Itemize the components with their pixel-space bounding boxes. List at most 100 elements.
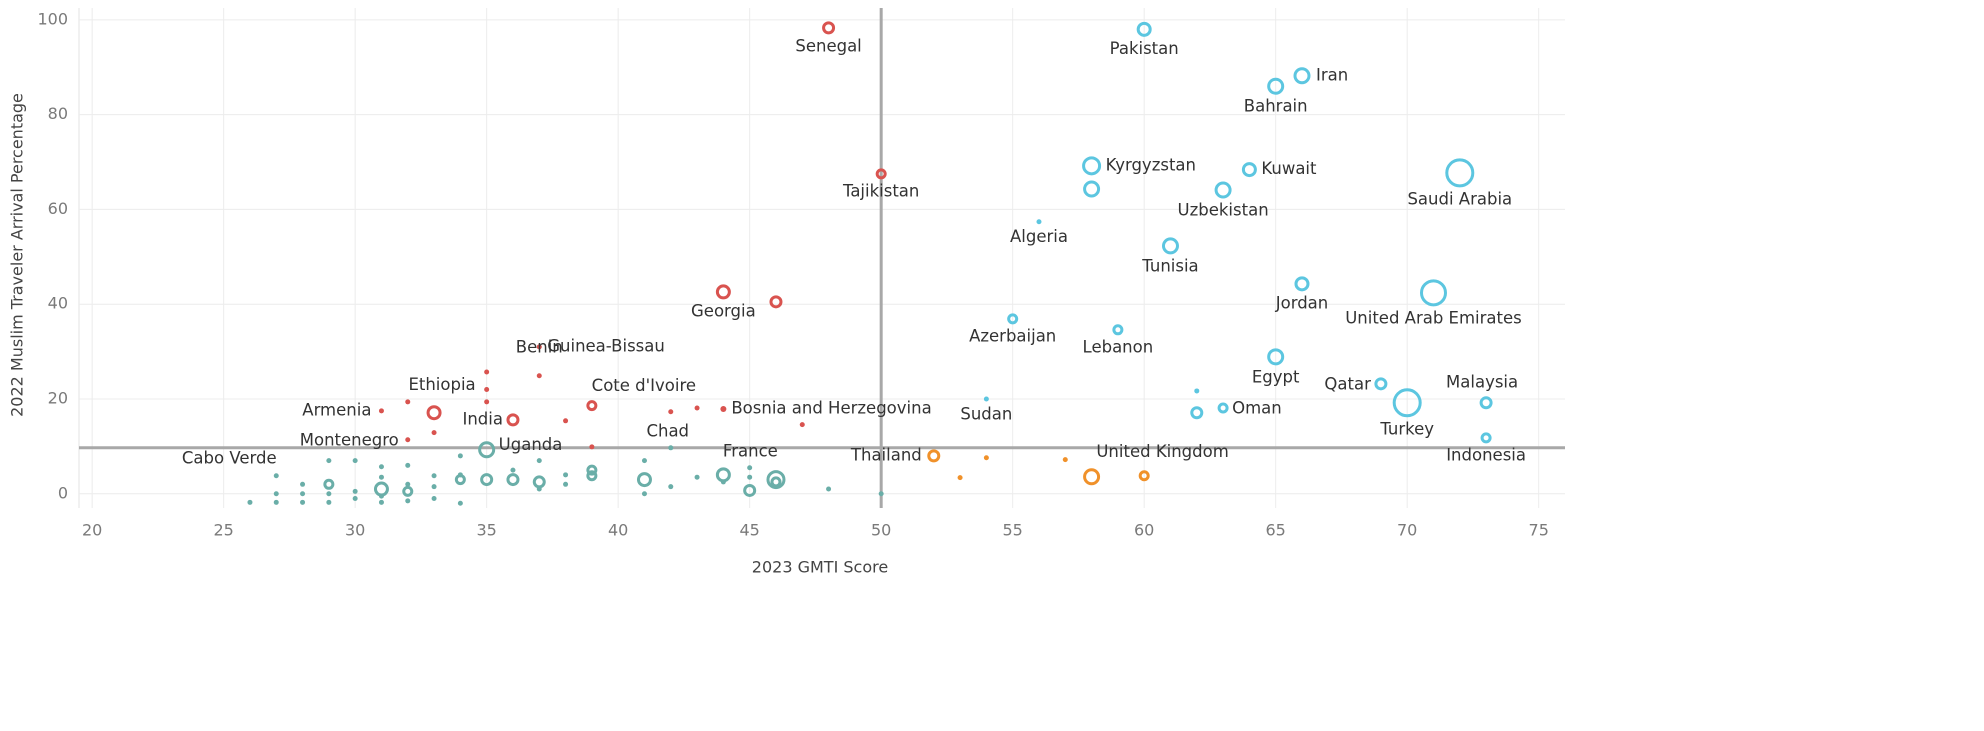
point bbox=[770, 476, 782, 488]
point bbox=[1083, 468, 1101, 486]
point-label: Cabo Verde bbox=[182, 448, 277, 467]
point bbox=[506, 473, 520, 487]
point bbox=[875, 168, 887, 180]
point bbox=[431, 496, 437, 502]
point bbox=[457, 453, 463, 459]
point bbox=[1161, 237, 1179, 255]
point bbox=[1138, 470, 1150, 482]
point-label: Turkey bbox=[1379, 419, 1434, 438]
point-label: Chad bbox=[646, 421, 689, 440]
point bbox=[1082, 156, 1102, 176]
point bbox=[743, 483, 757, 497]
x-tick-label: 75 bbox=[1529, 521, 1549, 540]
point bbox=[927, 449, 941, 463]
point-label: Qatar bbox=[1324, 374, 1371, 393]
y-tick-label: 80 bbox=[48, 104, 68, 123]
point bbox=[769, 295, 783, 309]
y-tick-label: 40 bbox=[48, 294, 68, 313]
point-label: Ethiopia bbox=[408, 375, 475, 394]
point bbox=[484, 399, 490, 405]
point bbox=[1267, 77, 1285, 95]
point bbox=[431, 473, 437, 479]
point bbox=[536, 344, 542, 350]
point bbox=[326, 491, 332, 497]
point bbox=[694, 474, 700, 480]
point-label: United Arab Emirates bbox=[1345, 308, 1522, 327]
point bbox=[326, 499, 332, 505]
point bbox=[378, 493, 384, 499]
x-tick-label: 60 bbox=[1134, 521, 1154, 540]
point bbox=[983, 396, 989, 402]
point bbox=[563, 418, 569, 424]
point bbox=[247, 499, 253, 505]
point bbox=[300, 499, 306, 505]
point bbox=[1374, 377, 1388, 391]
point bbox=[636, 472, 652, 488]
point-label: Saudi Arabia bbox=[1407, 189, 1512, 208]
point bbox=[378, 408, 384, 414]
point bbox=[300, 491, 306, 497]
point bbox=[480, 473, 494, 487]
point bbox=[405, 437, 411, 443]
point bbox=[563, 481, 569, 487]
point-label: Malaysia bbox=[1446, 372, 1518, 391]
point bbox=[641, 458, 647, 464]
point bbox=[273, 473, 279, 479]
point bbox=[1445, 158, 1475, 188]
point bbox=[799, 422, 805, 428]
point bbox=[747, 465, 753, 471]
point bbox=[1293, 67, 1311, 85]
point bbox=[1062, 457, 1068, 463]
point bbox=[352, 496, 358, 502]
point bbox=[405, 399, 411, 405]
point bbox=[536, 486, 542, 492]
point bbox=[378, 474, 384, 480]
y-axis-title: 2022 Muslim Traveler Arrival Percentage bbox=[8, 93, 27, 417]
point bbox=[641, 491, 647, 497]
point bbox=[1217, 402, 1229, 414]
point bbox=[822, 21, 836, 35]
point bbox=[878, 491, 884, 497]
point bbox=[378, 499, 384, 505]
x-tick-label: 30 bbox=[345, 521, 365, 540]
x-tick-label: 25 bbox=[213, 521, 233, 540]
point-label: Jordan bbox=[1275, 293, 1329, 312]
x-tick-label: 65 bbox=[1266, 521, 1286, 540]
point-label: Kyrgyzstan bbox=[1106, 155, 1196, 174]
point bbox=[1136, 21, 1152, 37]
point bbox=[326, 458, 332, 464]
point-label: Georgia bbox=[691, 301, 756, 320]
point bbox=[536, 373, 542, 379]
point bbox=[1392, 388, 1422, 418]
point bbox=[826, 486, 832, 492]
point bbox=[1479, 396, 1493, 410]
point bbox=[983, 455, 989, 461]
point bbox=[405, 481, 411, 487]
point bbox=[532, 475, 546, 489]
point-label: Armenia bbox=[302, 400, 371, 419]
point-label: Tunisia bbox=[1141, 256, 1198, 275]
point-label: France bbox=[723, 441, 778, 460]
point bbox=[957, 475, 963, 481]
point bbox=[536, 458, 542, 464]
point bbox=[668, 484, 674, 490]
point bbox=[426, 405, 442, 421]
point bbox=[1083, 180, 1101, 198]
point bbox=[1036, 219, 1042, 225]
point bbox=[766, 470, 786, 490]
point bbox=[373, 481, 389, 497]
x-tick-label: 70 bbox=[1397, 521, 1417, 540]
point-label: Lebanon bbox=[1083, 337, 1154, 356]
point-label: Kuwait bbox=[1261, 159, 1317, 178]
point-label: Thailand bbox=[850, 445, 922, 464]
point bbox=[586, 464, 598, 476]
point-label: Algeria bbox=[1010, 227, 1068, 246]
point bbox=[405, 462, 411, 468]
x-tick-label: 50 bbox=[871, 521, 891, 540]
point bbox=[454, 474, 466, 486]
point-label: Indonesia bbox=[1446, 445, 1526, 464]
point bbox=[457, 500, 463, 506]
point-label: Sudan bbox=[960, 404, 1012, 423]
y-tick-label: 20 bbox=[48, 388, 68, 407]
point bbox=[484, 369, 490, 375]
